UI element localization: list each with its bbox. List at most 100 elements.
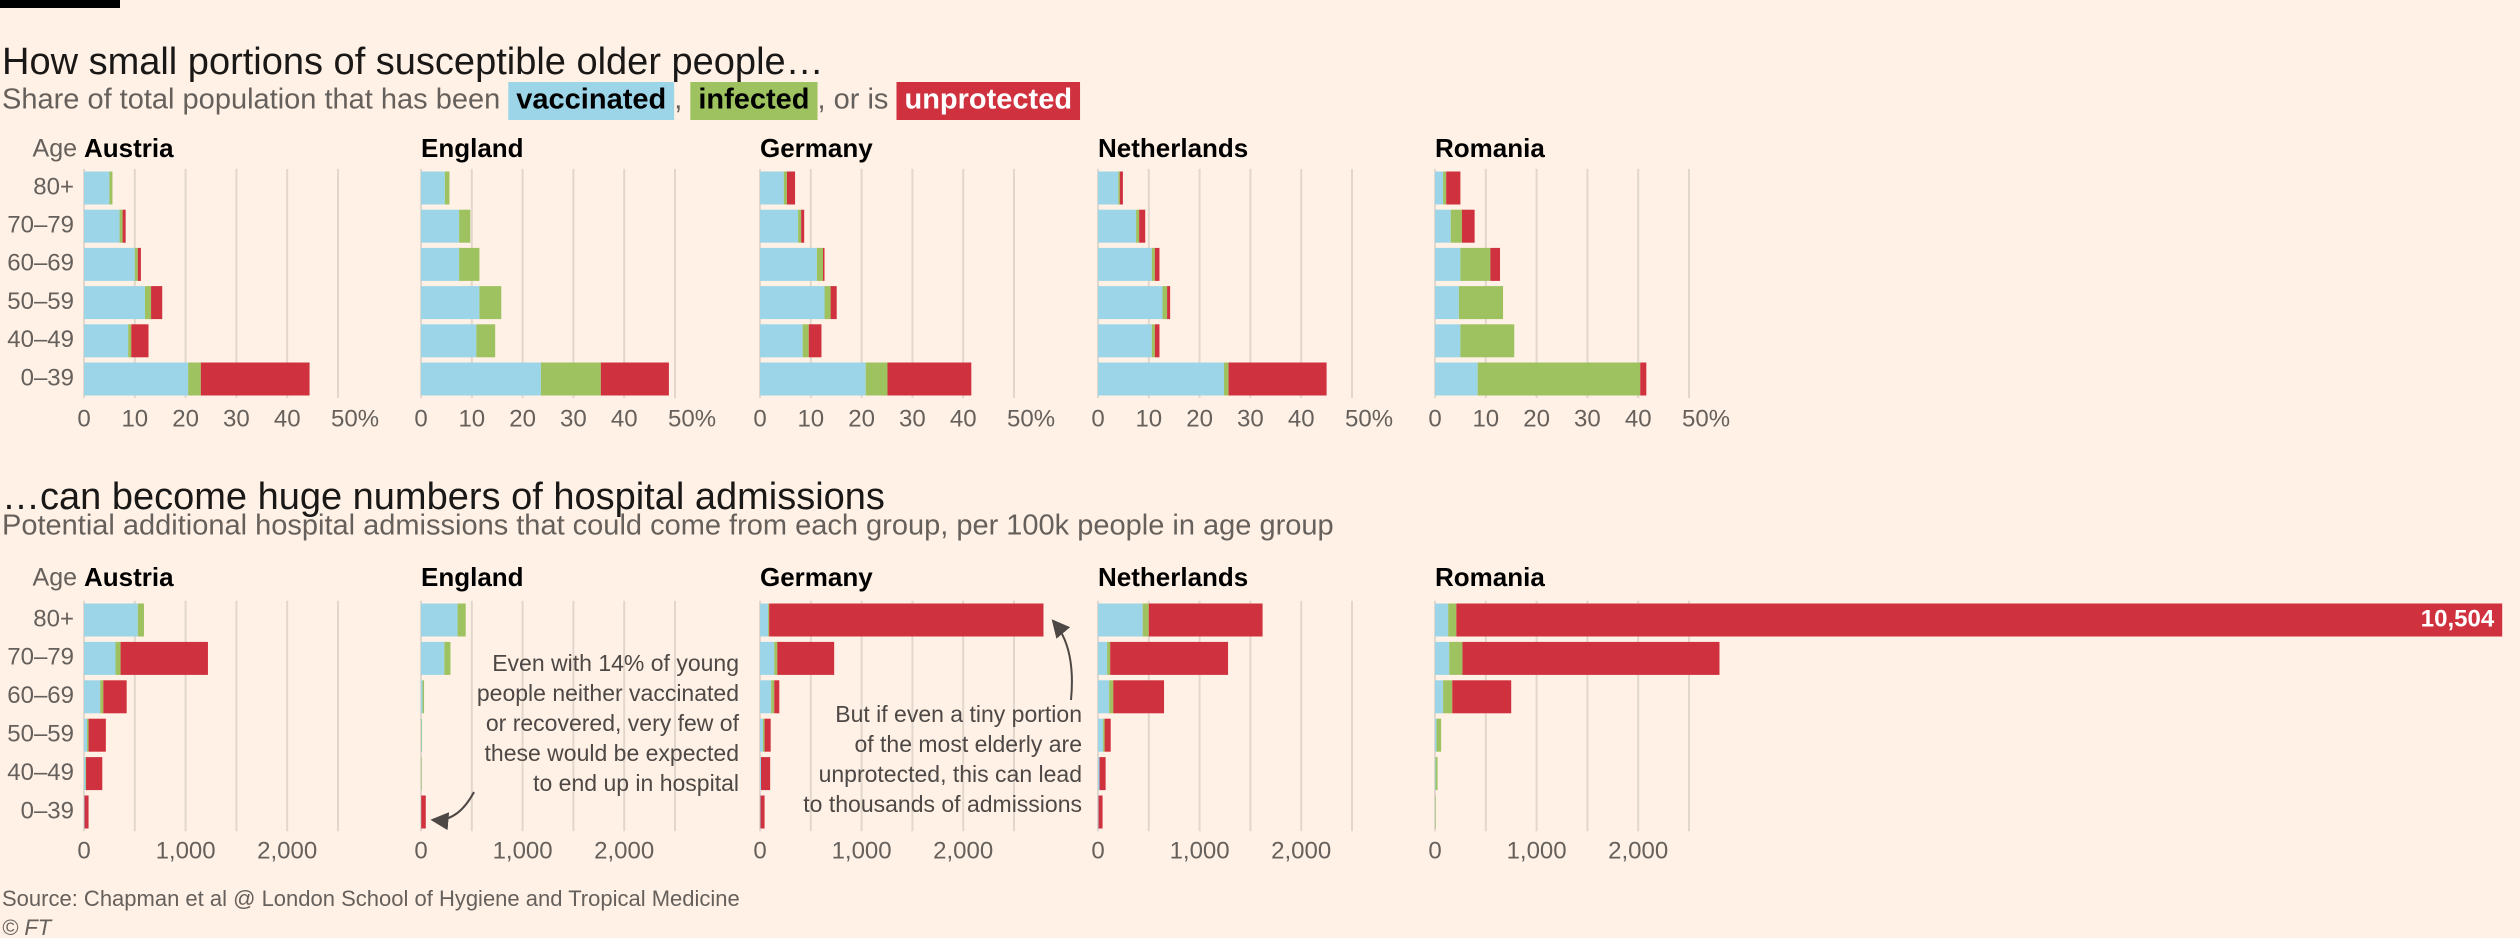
x-tick-label: 2,000 <box>1271 837 1331 864</box>
x-tick-label: 0 <box>1428 405 1441 432</box>
bar-segment <box>84 171 110 205</box>
bar-segment <box>1458 286 1504 320</box>
annotation: people neither vaccinated <box>477 680 739 706</box>
bar-segment <box>1435 641 1450 675</box>
bar-segment <box>1099 757 1106 791</box>
bar-segment <box>1098 209 1137 243</box>
legend-chip <box>690 82 818 120</box>
x-tick-label: 40 <box>1625 405 1652 432</box>
copyright: © FT <box>2 915 53 938</box>
bar-segment <box>1098 247 1152 281</box>
bar-segment <box>783 171 787 205</box>
x-tick-label: 20 <box>848 405 875 432</box>
bar-segment <box>808 324 822 358</box>
bar-segment <box>1103 718 1105 752</box>
x-tick-label: 0 <box>753 405 766 432</box>
bar-segment <box>760 362 866 396</box>
bar-segment <box>421 795 426 829</box>
bar-segment <box>1098 680 1110 714</box>
bar-segment <box>1640 362 1647 396</box>
bar-segment <box>1435 795 1436 829</box>
bar-segment <box>115 641 121 675</box>
bar-segment <box>84 603 138 637</box>
bar-segment <box>1462 641 1720 675</box>
annotation-arrow <box>1051 619 1073 701</box>
bar-segment <box>1477 362 1641 396</box>
bar-segment <box>1154 247 1160 281</box>
bar-segment <box>1443 680 1453 714</box>
bar-segment <box>421 286 480 320</box>
bar-segment <box>1456 603 2503 637</box>
x-tick-label: 40 <box>950 405 977 432</box>
bar-segment <box>760 795 761 829</box>
bar-segment <box>1098 795 1099 829</box>
y-tick-label: 40–49 <box>7 326 74 353</box>
x-tick-label: 30 <box>899 405 926 432</box>
bar-segment <box>760 247 817 281</box>
annotation: to thousands of admissions <box>803 791 1082 817</box>
bar-segment <box>151 286 163 320</box>
bar-segment <box>84 209 120 243</box>
y-tick-label: 80+ <box>33 173 74 200</box>
panel-title: Romania <box>1435 133 1545 163</box>
legend-chip <box>508 82 675 120</box>
bar-segment <box>1443 171 1447 205</box>
bar-segment <box>798 209 802 243</box>
y-axis-label: Age <box>33 564 77 592</box>
x-tick-label: 40 <box>274 405 301 432</box>
panel-title: Germany <box>760 562 873 592</box>
x-tick-label: 20 <box>1523 405 1550 432</box>
bar-segment <box>200 362 310 396</box>
bar-segment <box>84 680 101 714</box>
legend-label: unprotected <box>904 84 1072 116</box>
panel-title: Netherlands <box>1098 562 1248 592</box>
x-tick-label: 20 <box>509 405 536 432</box>
source: Source: Chapman et al @ London School of… <box>2 886 740 911</box>
bar-segment <box>1107 641 1111 675</box>
x-tick-label: 10 <box>1135 405 1162 432</box>
bar-segment <box>1098 757 1100 791</box>
bar-segment <box>84 757 86 791</box>
bar-segment <box>1460 247 1491 281</box>
bar-segment <box>444 641 451 675</box>
bar-segment <box>1098 324 1152 358</box>
bar-segment <box>887 362 972 396</box>
bar-segment <box>1098 795 1103 829</box>
legend-chip <box>896 82 1081 120</box>
bar-segment <box>763 718 765 752</box>
bar-segment <box>444 171 450 205</box>
bar-segment <box>84 641 116 675</box>
bar-segment <box>1450 209 1462 243</box>
x-tick-label: 30 <box>560 405 587 432</box>
bar-segment <box>1435 247 1461 281</box>
y-tick-label: 0–39 <box>21 797 74 824</box>
bar-segment <box>1435 171 1444 205</box>
bar-segment <box>119 209 123 243</box>
bar-segment <box>421 324 477 358</box>
bar-segment <box>764 718 771 752</box>
bar-segment <box>84 795 89 829</box>
bar-segment <box>1118 171 1120 205</box>
bar-segment <box>786 171 796 205</box>
bar-segment <box>760 757 762 791</box>
bar-segment <box>134 247 138 281</box>
annotation: or recovered, very few of <box>486 710 740 736</box>
bar-segment <box>760 680 772 714</box>
x-tick-label: 2,000 <box>594 837 654 864</box>
panel-title: Austria <box>84 562 174 592</box>
bar-segment <box>600 362 669 396</box>
subtitle: Potential additional hospital admissions… <box>2 510 1334 542</box>
bar-segment <box>768 603 770 637</box>
bar-segment <box>1154 324 1160 358</box>
bar-segment <box>122 209 126 243</box>
bar-segment <box>1435 718 1437 752</box>
x-tick-label: 1,000 <box>493 837 553 864</box>
bar-segment <box>1446 171 1461 205</box>
y-tick-label: 60–69 <box>7 682 74 709</box>
y-tick-label: 70–79 <box>7 212 74 239</box>
x-tick-label: 0 <box>77 837 90 864</box>
section-title: …can become huge numbers of hospital adm… <box>2 476 885 518</box>
bar-segment <box>540 362 601 396</box>
panel-title: Netherlands <box>1098 133 1248 163</box>
